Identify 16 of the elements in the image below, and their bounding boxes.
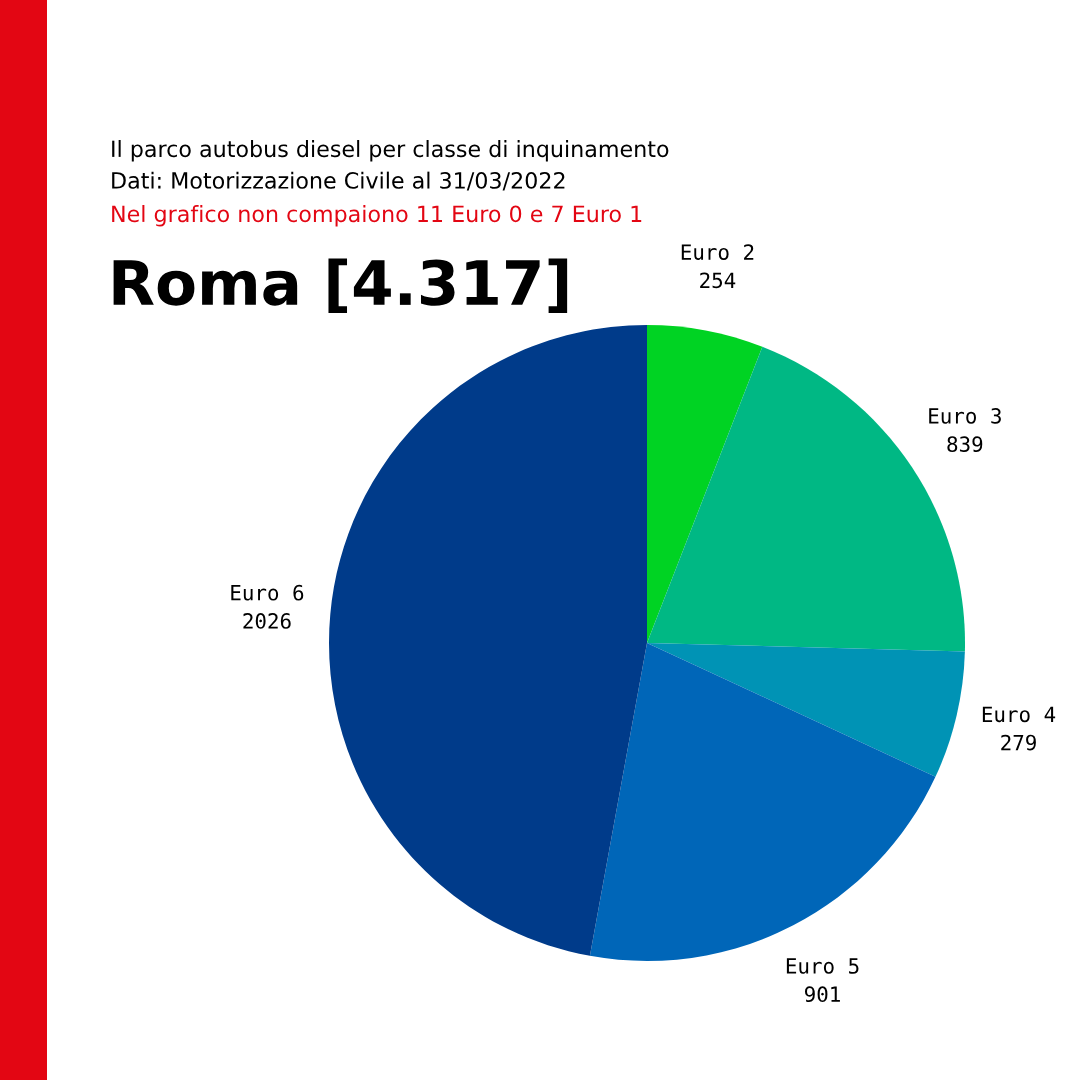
pie-slice — [329, 325, 647, 956]
pie-slice — [647, 325, 763, 643]
data-label: 279 — [1001, 734, 1036, 751]
data-label: 901 — [804, 986, 840, 1003]
pie-slice — [647, 643, 965, 777]
slice-label: Euro 2 — [681, 244, 754, 260]
slice-label: Euro 5 — [786, 958, 859, 974]
slice-label: Euro 6 — [231, 584, 304, 601]
data-label: 254 — [700, 272, 736, 289]
slice-label: Euro 4 — [982, 706, 1056, 723]
chart-title: Roma [4.317] — [113, 258, 568, 313]
slice-label: Euro 3 — [929, 408, 1001, 424]
data-label: 2026 — [243, 613, 291, 629]
chart-subtitle: Il parco autobus diesel per classe di inquinamento Dati: Motorizzazione Civile al 31/03/2022 — [112, 140, 669, 191]
data-label: 839 — [947, 436, 983, 453]
text: Nel grafico non compaiono 11 Euro 0 e 7 Euro 1 — [112, 205, 642, 227]
